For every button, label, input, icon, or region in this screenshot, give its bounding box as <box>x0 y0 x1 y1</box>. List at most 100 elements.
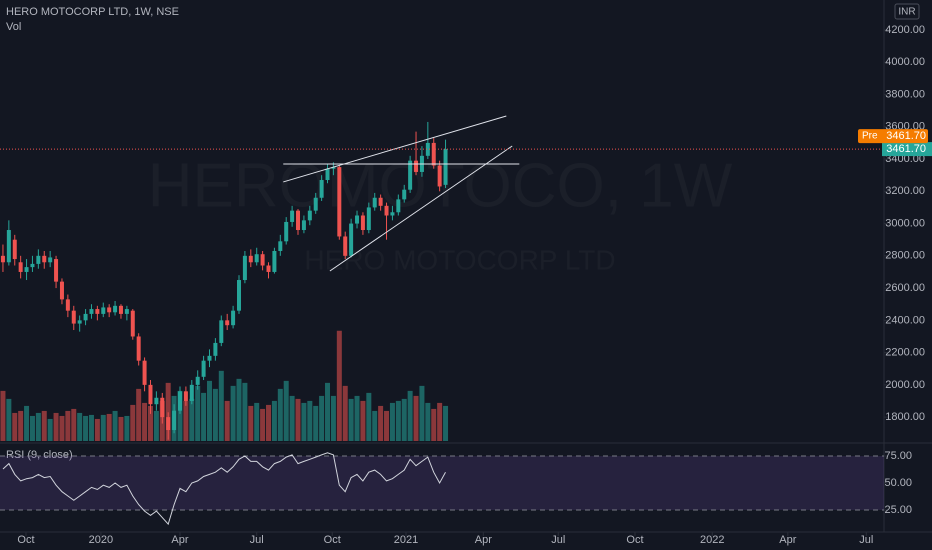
candle-body <box>201 360 206 377</box>
candle-body <box>6 230 11 263</box>
candle-body <box>124 309 129 314</box>
volume-bar <box>6 398 12 441</box>
x-tick-label: Oct <box>324 534 341 546</box>
candle-body <box>219 320 224 343</box>
volume-bar <box>195 385 201 441</box>
volume-bar <box>112 410 118 441</box>
candle-body <box>242 255 247 281</box>
x-tick-label: 2022 <box>700 534 724 546</box>
rsi-tick-label: 50.00 <box>884 477 912 489</box>
volume-bar <box>348 398 354 441</box>
volume-bar <box>83 415 89 441</box>
volume-bar <box>413 395 419 441</box>
volume-bar <box>271 400 277 441</box>
candle-body <box>325 168 330 181</box>
last-price-label: 3461.70 <box>886 143 926 155</box>
y-tick-label: 1800.00 <box>885 411 925 423</box>
y-tick-label: 4200.00 <box>885 24 925 36</box>
premarket-price: 3461.70 <box>886 130 926 142</box>
candle-body <box>54 259 59 282</box>
currency-box[interactable] <box>894 3 920 20</box>
candle-body <box>154 397 159 405</box>
y-tick-label: 3000.00 <box>885 217 925 229</box>
volume-bar <box>319 395 325 441</box>
candle-body <box>278 241 283 251</box>
volume-bar <box>136 388 142 441</box>
candle-body <box>160 397 165 418</box>
price-pane <box>0 115 520 441</box>
y-tick-label: 4000.00 <box>885 56 925 68</box>
candle-body <box>437 165 442 187</box>
candle-body <box>384 205 389 216</box>
volume-bar <box>395 400 401 441</box>
volume-bar <box>124 415 130 441</box>
candle-body <box>313 197 318 211</box>
volume-bar <box>206 380 212 441</box>
volume-bar <box>130 404 136 441</box>
candle-body <box>307 210 312 221</box>
volume-bar <box>118 416 124 441</box>
volume-bar <box>29 415 35 441</box>
volume-bar <box>401 398 407 441</box>
volume-bar <box>419 385 425 441</box>
volume-bar <box>295 398 301 441</box>
candle-body <box>260 254 265 266</box>
volume-bar <box>35 412 41 441</box>
candle-body <box>396 199 401 213</box>
trendline <box>329 145 513 272</box>
volume-bar <box>242 382 248 441</box>
volume-bar <box>384 410 390 441</box>
candle-body <box>366 207 371 231</box>
volume-bar <box>18 410 24 441</box>
candle-body <box>12 239 17 260</box>
rsi-title: RSI (9, close) <box>6 449 73 461</box>
volume-bar <box>366 392 372 441</box>
candle-body <box>296 210 301 231</box>
y-tick-label: 2000.00 <box>885 379 925 391</box>
volume-bar <box>437 402 443 441</box>
candle-body <box>372 197 377 208</box>
candle-body <box>290 210 295 222</box>
y-tick-label: 3800.00 <box>885 88 925 100</box>
volume-bar <box>94 418 100 441</box>
volume-bar <box>431 408 437 441</box>
candle-body <box>142 360 147 385</box>
volume-label: Vol <box>6 21 21 33</box>
currency[interactable]: INR <box>898 7 915 18</box>
candle-body <box>36 255 41 264</box>
volume-bar <box>248 405 254 441</box>
volume-bar <box>307 400 313 441</box>
candle-body <box>231 310 236 326</box>
candle-body <box>343 236 348 256</box>
volume-bar <box>77 412 83 441</box>
volume-bar <box>325 382 331 441</box>
volume-bar <box>41 410 47 441</box>
volume-bar <box>165 382 171 441</box>
volume-bar <box>266 404 272 441</box>
candle-body <box>172 410 177 431</box>
volume-bar <box>212 388 218 441</box>
candle-body <box>130 310 135 337</box>
candle-body <box>337 167 342 237</box>
candle-body <box>207 355 212 361</box>
candle-body <box>136 336 141 361</box>
volume-bar <box>389 402 395 441</box>
volume-bar <box>88 414 94 441</box>
candle-body <box>248 255 253 263</box>
volume-bar <box>407 390 413 441</box>
candle-body <box>272 250 277 272</box>
candle-body <box>378 197 383 206</box>
volume-bar <box>12 412 18 441</box>
volume-bar <box>336 330 342 441</box>
volume-bar <box>283 380 289 441</box>
volume-bar <box>106 413 112 441</box>
volume-bar <box>224 400 230 441</box>
volume-bar <box>372 410 378 441</box>
candle-body <box>189 384 194 401</box>
x-tick-label: Apr <box>475 534 492 546</box>
last-price-box <box>882 142 932 157</box>
candle-body <box>118 305 123 314</box>
candle-body <box>319 180 324 198</box>
chart-title: HERO MOTOCORP LTD, 1W, NSE <box>6 6 179 18</box>
